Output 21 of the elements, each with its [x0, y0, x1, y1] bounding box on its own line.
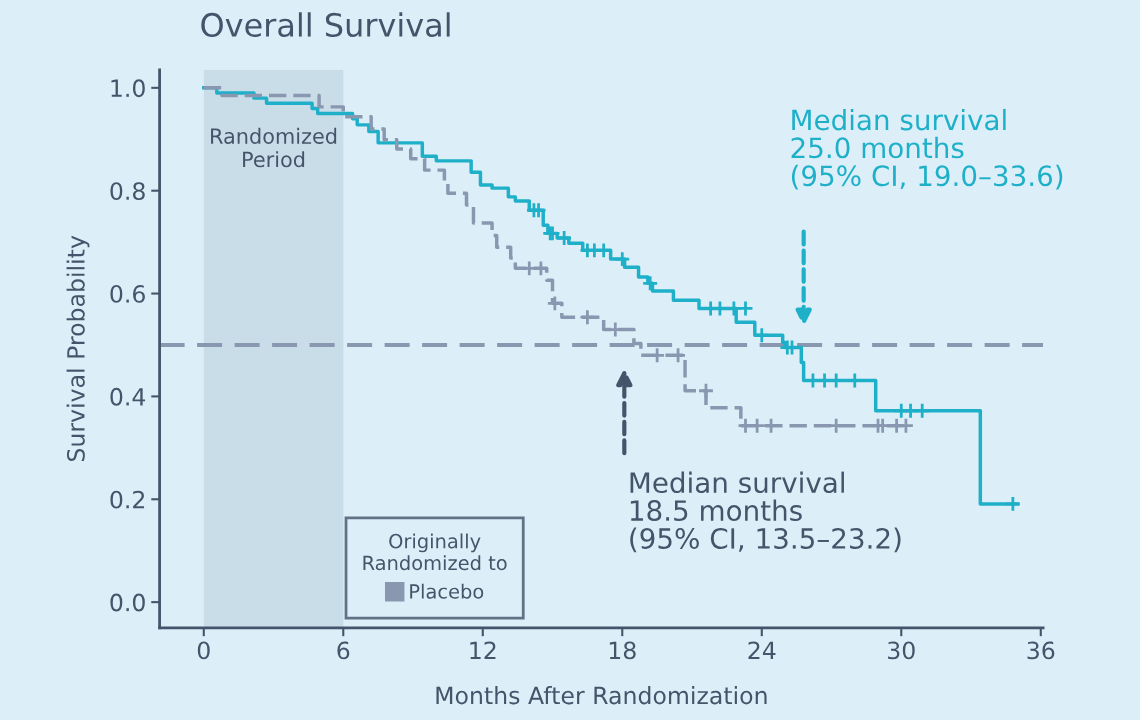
- band-label: Randomized Period: [211, 127, 337, 168]
- x-axis-title: Months After Randomization: [436, 686, 767, 705]
- annotation: Median survival 18.5 months (95% CI, 13.5–23.2): [630, 471, 901, 553]
- y-tick-label: 0.4: [110, 387, 146, 406]
- y-axis-title: Survival Probability: [66, 235, 90, 462]
- x-tick-label: 24: [748, 641, 776, 659]
- y-tick-label: 0.8: [110, 182, 145, 200]
- x-tick-label: 0: [197, 641, 210, 660]
- x-tick-label: 12: [470, 641, 496, 659]
- x-tick-label: 36: [1027, 641, 1055, 660]
- legend-label: Placebo: [410, 583, 484, 599]
- x-tick-label: 6: [337, 641, 350, 660]
- y-tick-label: 1.0: [111, 79, 145, 98]
- y-tick-label: 0.0: [110, 593, 145, 612]
- y-tick-label: 0.6: [110, 285, 145, 303]
- legend-title: Originally Randomized to: [363, 533, 507, 571]
- chart-title: Overall Survival: [201, 12, 450, 38]
- x-tick-label: 18: [609, 641, 636, 660]
- x-tick-label: 30: [888, 641, 915, 660]
- annotation: Median survival 25.0 months (95% CI, 19.0–33.6): [791, 108, 1063, 190]
- y-tick-label: 0.2: [110, 490, 145, 509]
